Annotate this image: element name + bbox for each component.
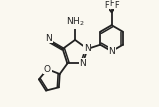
Text: N: N [84,44,91,53]
Text: N: N [79,59,86,68]
Text: N: N [108,47,115,56]
Text: F: F [109,0,114,8]
Text: NH$_2$: NH$_2$ [66,15,85,28]
Text: N: N [46,34,52,43]
Text: F: F [104,1,109,10]
Text: F: F [115,1,119,10]
Text: O: O [44,65,51,74]
